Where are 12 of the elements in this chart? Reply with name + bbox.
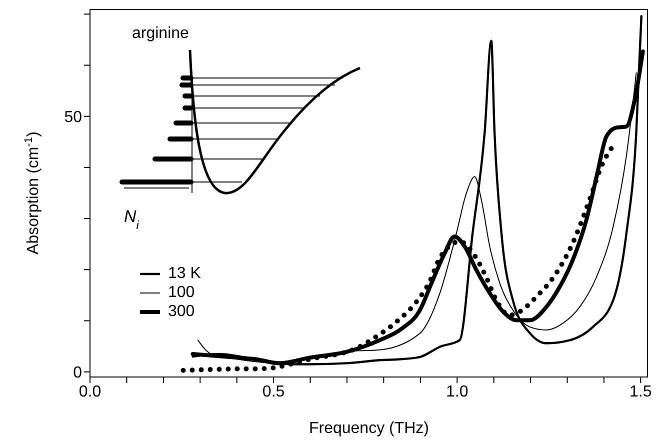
x-tick-label: 1.0 (446, 383, 468, 400)
annotation: N$_{i}$ (124, 207, 140, 232)
x-tick-label: 0.5 (262, 383, 285, 400)
y-tick-label: 0 (73, 364, 82, 382)
x-tick-label: 0.0 (78, 383, 102, 400)
annotation: arginine (132, 25, 190, 42)
y-tick-label: 50 (64, 109, 82, 126)
legend-label: 13 K (168, 264, 201, 282)
legend-label: 300 (168, 302, 195, 320)
legend-label: 100 (168, 284, 195, 302)
x-tick-label: 1.5 (630, 383, 652, 400)
x-axis-title: Frequency (THz) (308, 420, 430, 437)
